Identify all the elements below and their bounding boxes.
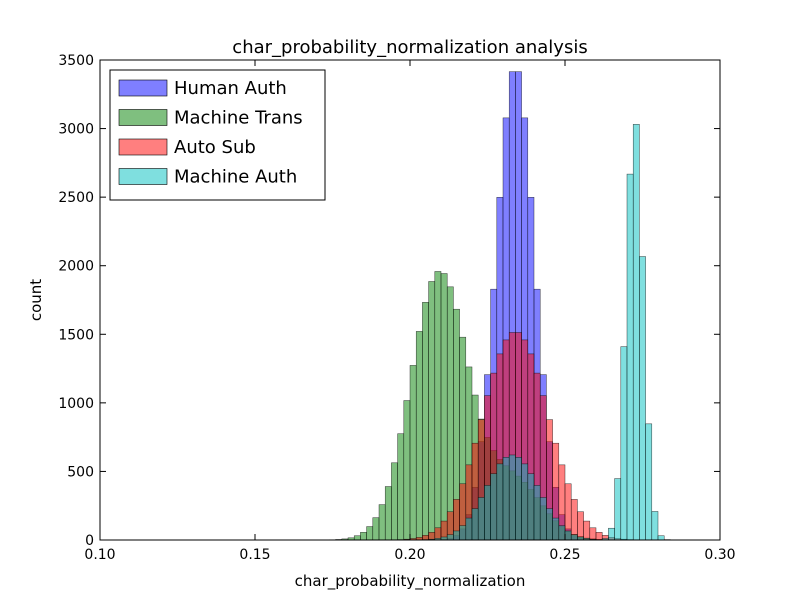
histogram-bar: [466, 518, 472, 540]
histogram-bar: [422, 302, 428, 540]
x-tick-label: 0.25: [549, 547, 580, 563]
x-tick-label: 0.15: [239, 547, 270, 563]
histogram-bar: [515, 457, 521, 540]
histogram-bar: [435, 271, 441, 540]
histogram-bar: [478, 497, 484, 540]
legend-label: Machine Trans: [174, 108, 303, 129]
y-tick-label: 0: [85, 533, 94, 549]
histogram-bar: [422, 535, 428, 540]
histogram-bar: [546, 509, 552, 540]
histogram-bar: [385, 487, 391, 540]
histogram-bar: [621, 347, 627, 540]
y-tick-label: 2000: [58, 259, 94, 275]
histogram-bar: [429, 281, 435, 540]
histogram-bar: [354, 536, 360, 540]
histogram-bar: [639, 257, 645, 540]
histogram-bar: [441, 274, 447, 540]
histogram-bar: [596, 532, 602, 540]
histogram-bar: [497, 464, 503, 540]
histogram-bar: [584, 521, 590, 540]
histogram-bar: [410, 365, 416, 540]
y-tick-label: 1000: [58, 396, 94, 412]
histogram-bar: [571, 499, 577, 540]
histogram-bar: [373, 518, 379, 540]
legend-label: Auto Sub: [174, 137, 256, 158]
histogram-bar: [590, 528, 596, 540]
legend-swatch: [119, 139, 167, 155]
histogram-bar: [503, 457, 509, 540]
histogram-bar: [559, 526, 565, 540]
x-tick-label: 0.10: [84, 547, 115, 563]
legend: Human Auth Machine Trans Auto Sub Machine A…: [110, 70, 325, 200]
histogram-bar: [577, 512, 583, 540]
histogram-bar: [367, 527, 373, 540]
legend-swatch: [119, 110, 167, 126]
chart-title: char_probability_normalization analysis: [232, 37, 587, 58]
histogram-bar: [608, 528, 614, 540]
histogram-bar: [472, 509, 478, 540]
histogram-bar: [534, 485, 540, 540]
histogram-bar: [484, 485, 490, 540]
histogram-bar: [360, 532, 366, 540]
y-tick-label: 3500: [58, 53, 94, 69]
x-tick-label: 0.20: [394, 547, 425, 563]
histogram-bar: [447, 287, 453, 540]
histogram-bar: [379, 505, 385, 540]
histogram-bar: [658, 536, 664, 540]
histogram-bar: [627, 174, 633, 540]
y-tick-label: 500: [67, 464, 94, 480]
histogram-bar: [391, 463, 397, 540]
histogram-bar: [416, 331, 422, 540]
histogram-bar: [522, 464, 528, 540]
legend-swatch: [119, 169, 167, 185]
y-tick-label: 1500: [58, 327, 94, 343]
y-tick-label: 2500: [58, 190, 94, 206]
histogram-bar: [565, 531, 571, 540]
histogram-bar: [404, 401, 410, 540]
legend-swatch: [119, 80, 167, 96]
legend-label: Machine Auth: [174, 167, 297, 188]
histogram-bar: [571, 535, 577, 540]
histogram-bar: [491, 474, 497, 540]
histogram-bar: [652, 511, 658, 540]
histogram-bar: [453, 531, 459, 540]
histogram-bar: [447, 535, 453, 540]
histogram-bar: [528, 474, 534, 540]
histogram-bar: [509, 455, 515, 540]
legend-label: Human Auth: [174, 78, 287, 99]
y-tick-label: 3000: [58, 122, 94, 138]
histogram-bar: [553, 518, 559, 540]
y-axis-label: count: [27, 279, 45, 321]
x-axis-label: char_probability_normalization: [295, 572, 526, 591]
histogram-bar: [615, 479, 621, 540]
histogram-bar: [540, 497, 546, 540]
histogram-bar: [460, 526, 466, 540]
histogram-bar: [429, 532, 435, 540]
x-tick-label: 0.30: [704, 547, 735, 563]
histogram-bar: [646, 424, 652, 540]
histogram-bar: [633, 124, 639, 540]
histogram-bar: [398, 434, 404, 540]
